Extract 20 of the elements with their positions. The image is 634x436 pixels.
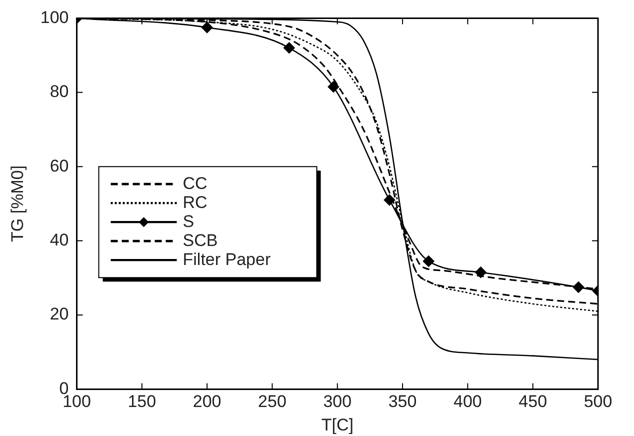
legend-label: Filter Paper — [182, 250, 271, 269]
y-tick-label: 40 — [50, 230, 69, 250]
x-tick-label: 500 — [584, 392, 612, 412]
x-tick-label: 400 — [454, 392, 482, 412]
x-tick-label: 250 — [258, 392, 286, 412]
legend-label: S — [182, 212, 194, 231]
x-axis-title: T[C] — [321, 415, 354, 434]
x-tick-label: 300 — [323, 392, 352, 412]
x-tick-label: 450 — [518, 392, 548, 412]
x-tick-label: 150 — [128, 392, 156, 412]
legend-label: CC — [182, 174, 208, 193]
y-tick-label: 60 — [50, 156, 69, 176]
x-tick-label: 350 — [388, 392, 417, 412]
y-tick-label: 80 — [50, 82, 69, 102]
legend-label: RC — [182, 192, 208, 212]
x-tick-label: 200 — [192, 392, 222, 412]
y-tick-label: 20 — [50, 304, 69, 324]
y-axis-title: TG [%M0] — [8, 165, 27, 242]
legend-label: SCB — [182, 230, 218, 250]
y-tick-label: 100 — [40, 8, 69, 27]
